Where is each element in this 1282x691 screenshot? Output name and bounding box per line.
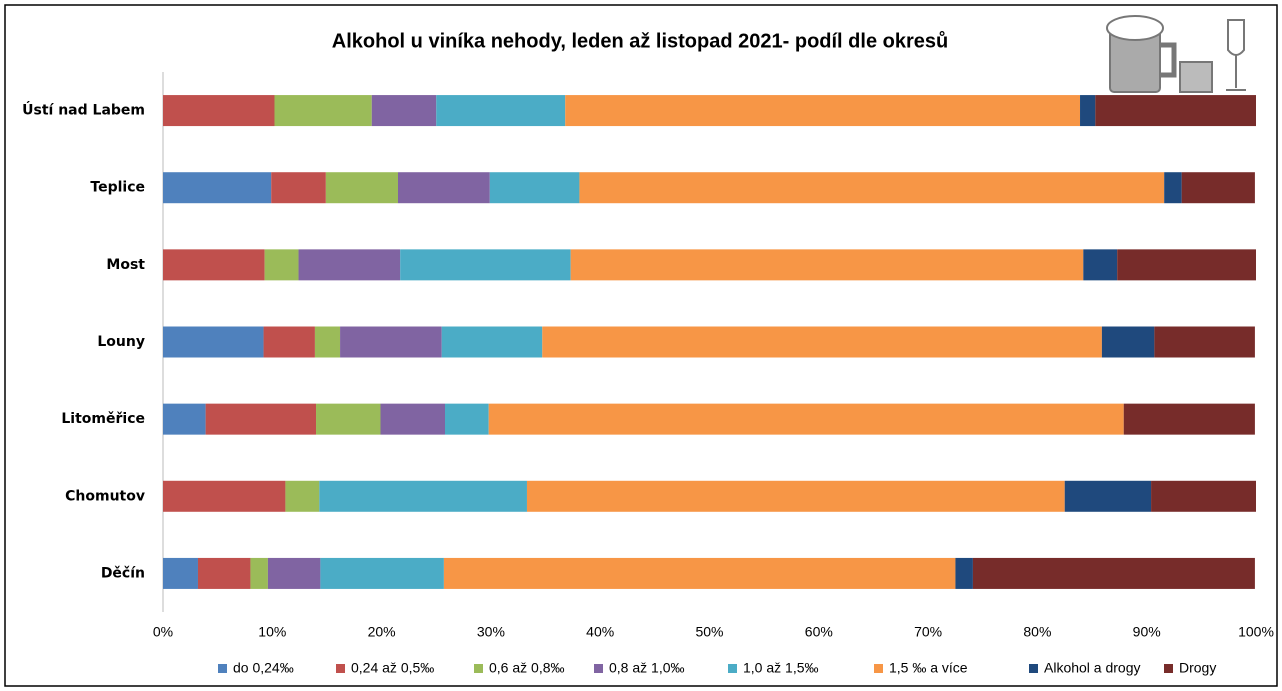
legend-label: Drogy [1179, 660, 1216, 676]
drink-icons [1106, 15, 1246, 93]
bar-segment [263, 326, 315, 358]
x-tick-label: 50% [695, 624, 723, 640]
bar-segment [489, 172, 580, 204]
bar-segment [163, 480, 286, 512]
bar-segment [444, 403, 489, 435]
bar-segment [163, 326, 264, 358]
bar-segment [488, 403, 1124, 435]
bar-segment [163, 557, 198, 589]
bar-segment [320, 557, 444, 589]
bar-segment [443, 557, 956, 589]
bar-segment [163, 249, 265, 281]
bar-segment [1080, 95, 1096, 127]
bar-segment [542, 326, 1102, 358]
bar-segment [285, 480, 320, 512]
legend-label: 0,8 až 1,0‰ [609, 660, 685, 676]
bar-segment [400, 249, 571, 281]
legend-swatch [728, 664, 737, 673]
bar-segment [163, 403, 206, 435]
bar-segment [955, 557, 973, 589]
bar-segment [972, 557, 1255, 589]
bar-segment [579, 172, 1165, 204]
bar-segment [250, 557, 268, 589]
x-tick-label: 90% [1133, 624, 1161, 640]
bar-segment [1095, 95, 1256, 127]
bar-segment [1151, 480, 1256, 512]
legend-label: 0,24 až 0,5‰ [351, 660, 434, 676]
y-tick-label: Teplice [90, 180, 145, 196]
bar-segment [314, 326, 341, 358]
bar-segment [397, 172, 490, 204]
y-tick-label: Děčín [101, 565, 145, 581]
y-tick-label: Litoměřice [61, 411, 145, 427]
legend-swatch [336, 664, 345, 673]
y-tick-label: Most [106, 257, 145, 273]
bar-segment [325, 172, 398, 204]
x-tick-label: 60% [805, 624, 833, 640]
bar-segment [436, 95, 566, 127]
bar-segment [274, 95, 372, 127]
legend-swatch [1029, 664, 1038, 673]
bar-segment [1123, 403, 1255, 435]
legend-label: 0,6 až 0,8‰ [489, 660, 565, 676]
legend-swatch [1164, 664, 1173, 673]
bar-segment [1064, 480, 1152, 512]
legend-label: 1,5 ‰ a více [889, 660, 968, 676]
bar-segment [298, 249, 401, 281]
bar-segment [340, 326, 442, 358]
bar-segment [565, 95, 1081, 127]
x-tick-label: 10% [258, 624, 286, 640]
legend-label: do 0,24‰ [233, 660, 294, 676]
chart-title: Alkohol u viníka nehody, leden až listop… [332, 30, 948, 52]
legend-swatch [218, 664, 227, 673]
bar-segment [271, 172, 326, 204]
bar-segment [1181, 172, 1255, 204]
bar-segment [380, 403, 445, 435]
y-tick-label: Louny [97, 334, 145, 350]
x-tick-label: 0% [153, 624, 173, 640]
bar-segment [1083, 249, 1118, 281]
bar-segment [1154, 326, 1255, 358]
y-tick-label: Chomutov [65, 488, 145, 504]
x-tick-label: 80% [1023, 624, 1051, 640]
bar-segment [1164, 172, 1182, 204]
legend-label: 1,0 až 1,5‰ [743, 660, 819, 676]
legend-swatch [474, 664, 483, 673]
x-tick-label: 70% [914, 624, 942, 640]
bar-segment [526, 480, 1065, 512]
legend-swatch [874, 664, 883, 673]
bar-segment [197, 557, 251, 589]
bar-segment [319, 480, 527, 512]
bar-segment [570, 249, 1084, 281]
bar-segment [267, 557, 321, 589]
bar-segment [205, 403, 317, 435]
legend-label: Alkohol a drogy [1044, 660, 1141, 676]
bar-segment [1117, 249, 1256, 281]
bar-segment [371, 95, 437, 127]
x-tick-label: 40% [586, 624, 614, 640]
x-tick-label: 20% [368, 624, 396, 640]
bar-segment [441, 326, 543, 358]
bar-segment [1101, 326, 1155, 358]
y-tick-label: Ústí nad Labem [22, 101, 145, 119]
bar-segment [264, 249, 299, 281]
bar-segment [316, 403, 381, 435]
x-tick-label: 100% [1238, 624, 1274, 640]
bar-segment [163, 172, 272, 204]
legend-swatch [594, 664, 603, 673]
x-tick-label: 30% [477, 624, 505, 640]
bar-segment [163, 95, 275, 127]
